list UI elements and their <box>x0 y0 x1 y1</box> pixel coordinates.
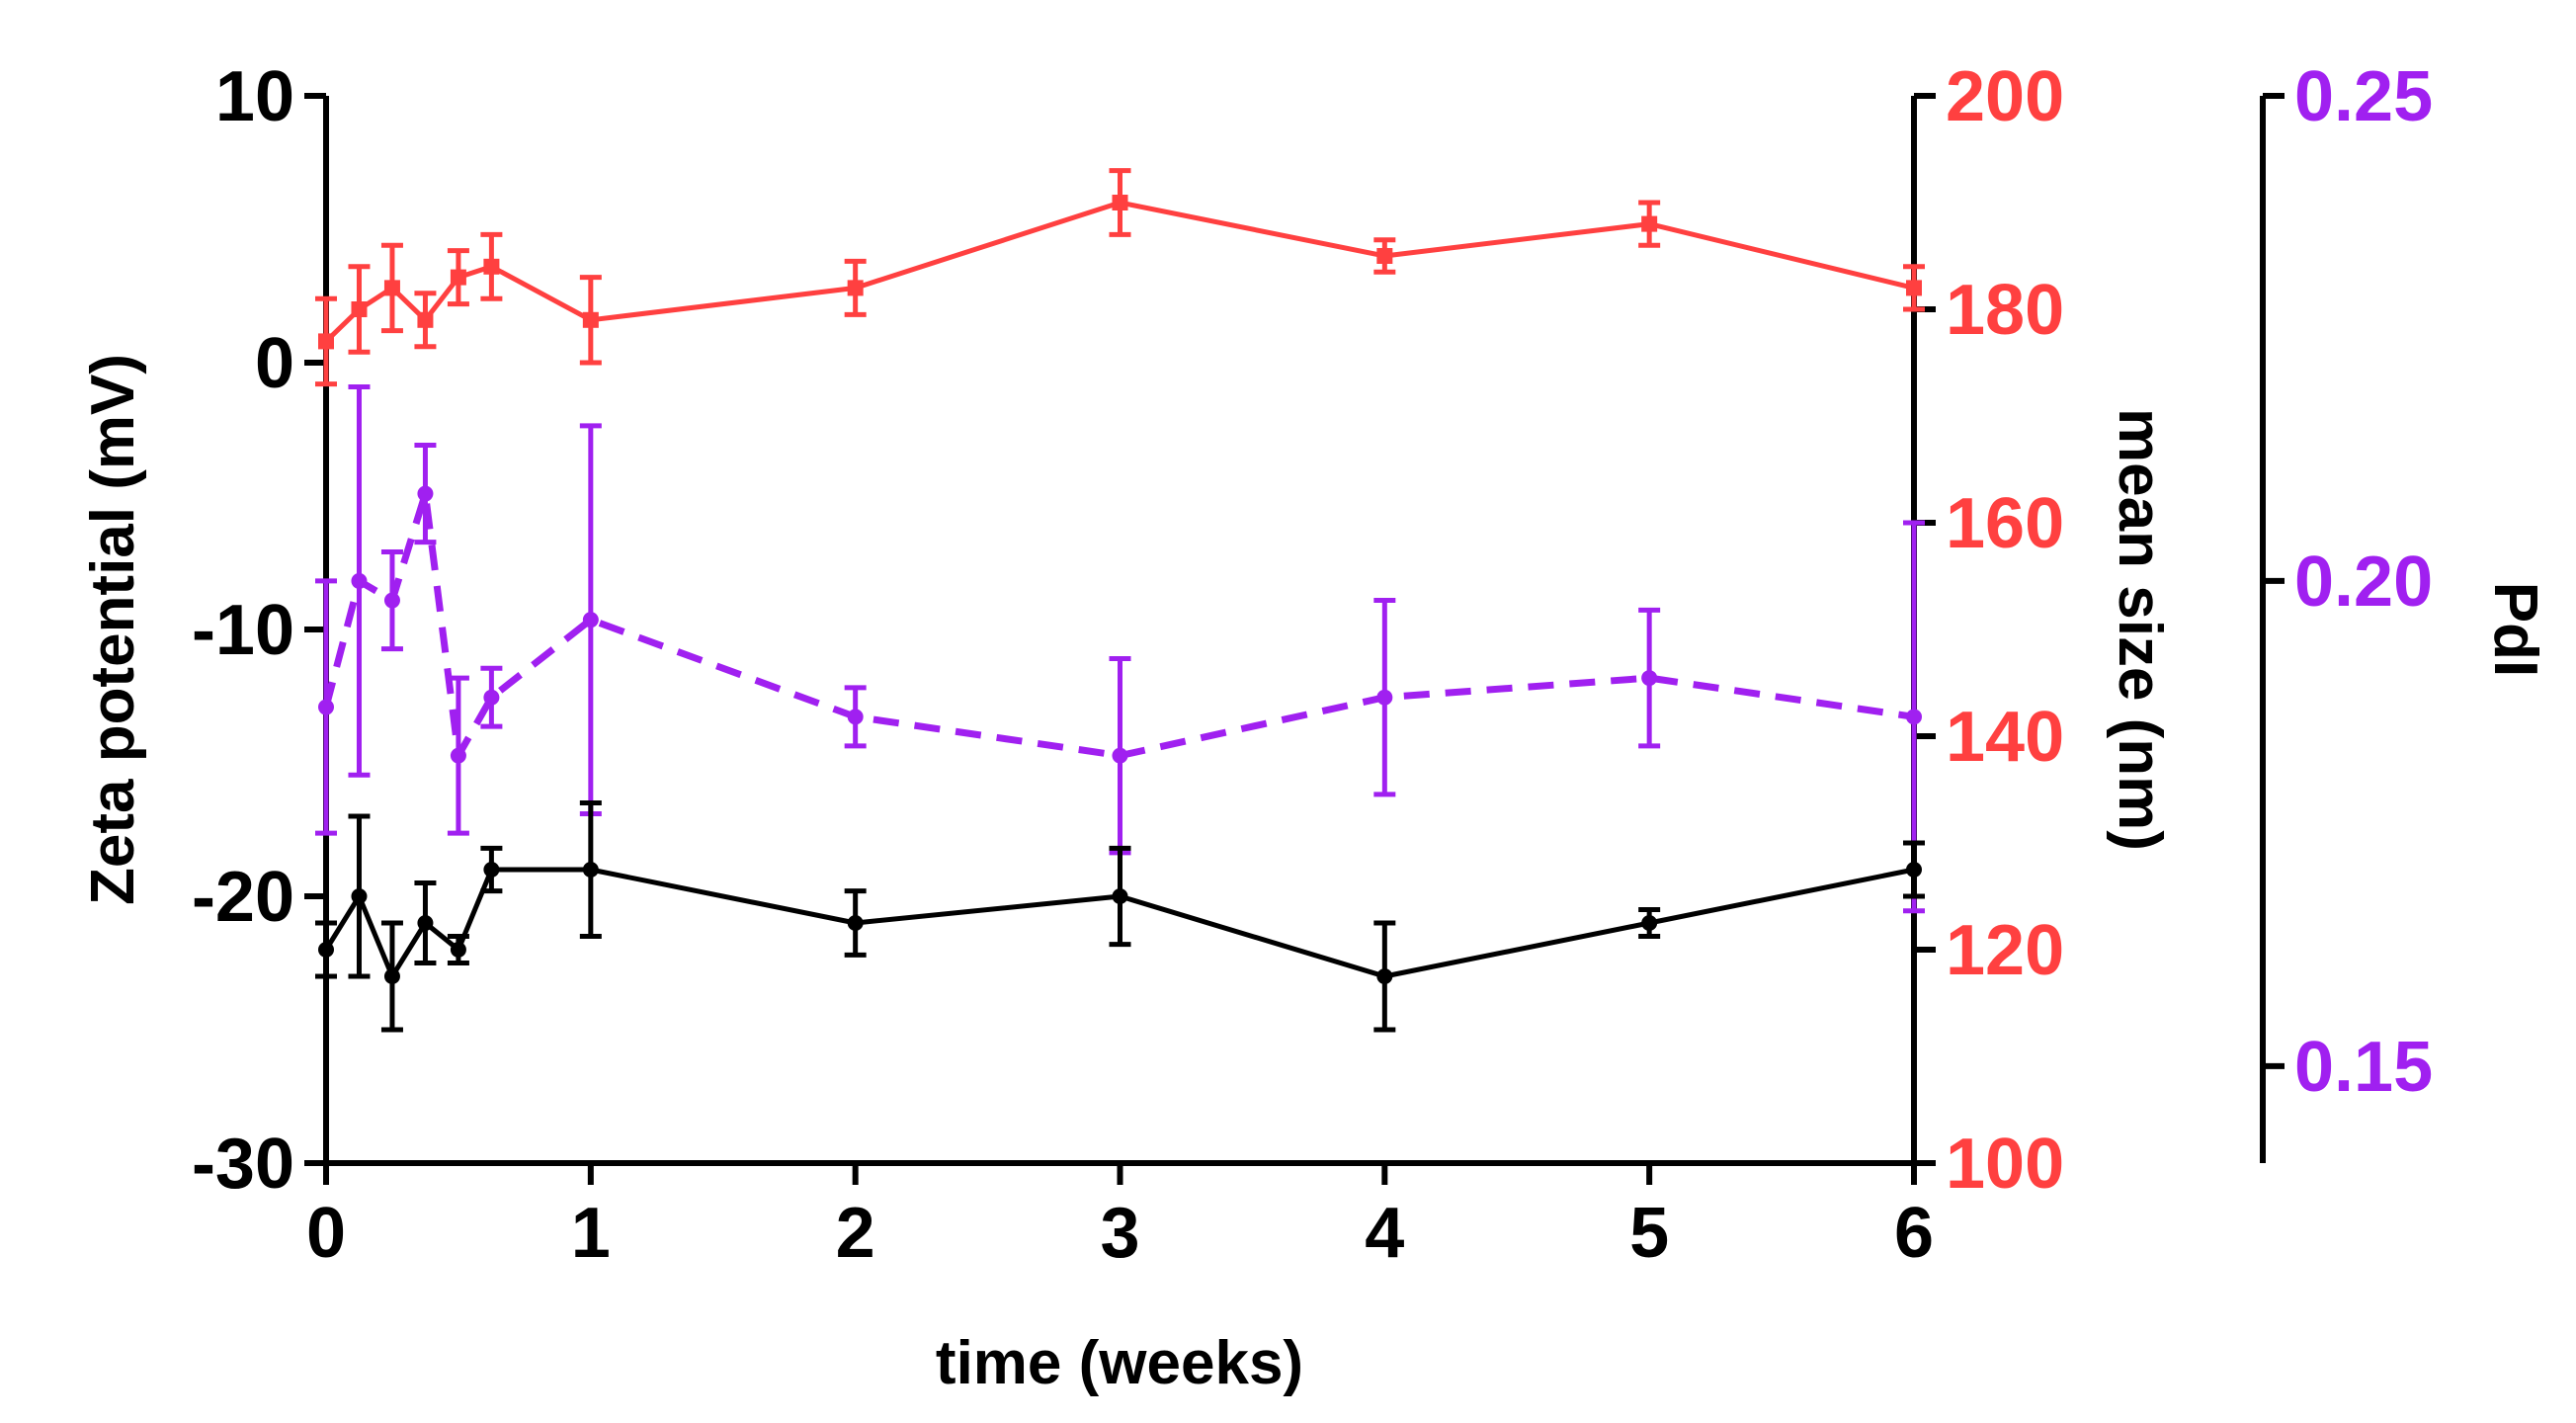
zeta-potential-point <box>450 942 466 958</box>
series-layer <box>315 168 1925 1033</box>
mean-size-point <box>1641 215 1658 232</box>
zeta-potential-point <box>1641 915 1658 931</box>
pdi-point <box>1906 709 1922 725</box>
ticks: 0 1 2 3 4 5 6100-10-20-302001801601401201000.2… <box>192 57 2433 1273</box>
series-mean-size <box>315 168 1925 387</box>
size-tick-label: 180 <box>1946 271 2064 350</box>
pdi-point <box>1376 689 1393 706</box>
zeta-tick-label: -10 <box>192 591 294 670</box>
mean-size-point <box>483 258 500 275</box>
zeta-potential-point <box>417 915 434 931</box>
mean-size-point <box>450 269 466 286</box>
zeta-tick-label: -20 <box>192 858 294 937</box>
zeta-axis-title: Zeta potential (mV) <box>79 354 147 905</box>
pdi-point <box>318 699 334 715</box>
zeta-potential-point <box>1376 968 1393 984</box>
mean-size-point <box>318 333 334 350</box>
pdi-point <box>1641 670 1658 687</box>
size-tick-label: 120 <box>1946 911 2064 990</box>
mean-size-point <box>383 280 400 296</box>
pdi-tick-label: 0.20 <box>2294 543 2433 622</box>
pdi-point <box>582 612 599 628</box>
x-tick-label: 0 <box>306 1194 346 1273</box>
series-pdi <box>315 384 1925 914</box>
zeta-potential-point <box>318 942 334 958</box>
pdi-point <box>417 485 434 502</box>
x-tick-label: 4 <box>1365 1194 1404 1273</box>
pdi-point <box>351 572 368 589</box>
pdi-tick-label: 0.15 <box>2294 1028 2433 1107</box>
pdi-point <box>450 747 466 764</box>
size-tick-label: 160 <box>1946 484 2064 563</box>
mean-size-point <box>417 311 434 328</box>
zeta-tick-label: -30 <box>192 1125 294 1204</box>
pdi-line <box>322 490 1915 760</box>
mean-size-point <box>1112 195 1128 210</box>
zeta-potential-point <box>383 968 400 984</box>
zeta-potential-point <box>582 862 599 878</box>
zeta-potential-point <box>1112 888 1128 904</box>
x-tick-label: 6 <box>1894 1194 1934 1273</box>
pdi-point <box>847 709 864 725</box>
size-tick-label: 100 <box>1946 1125 2064 1204</box>
x-tick-label: 1 <box>571 1194 611 1273</box>
x-tick-label: 3 <box>1100 1194 1139 1273</box>
mean-size-point <box>1376 248 1393 264</box>
zeta-potential-point <box>351 888 368 904</box>
size-axis-title: mean size (nm) <box>2106 408 2174 851</box>
x-axis-title: time (weeks) <box>936 1329 1303 1397</box>
x-tick-label: 2 <box>836 1194 875 1273</box>
pdi-point <box>1112 747 1128 764</box>
zeta-potential-point <box>847 915 864 931</box>
mean-size-point <box>351 301 368 317</box>
zeta-potential-point <box>483 862 500 878</box>
pdi-axis-title: PdI <box>2481 582 2549 677</box>
zeta-potential-line <box>323 867 1915 979</box>
zeta-potential-point <box>1906 862 1922 878</box>
zeta-tick-label: 10 <box>215 57 294 136</box>
x-tick-label: 5 <box>1629 1194 1669 1273</box>
mean-size-point <box>1906 280 1922 296</box>
mean-size-point <box>582 311 599 328</box>
pdi-point <box>383 592 400 609</box>
zeta-tick-label: 0 <box>255 324 294 403</box>
pdi-tick-label: 0.25 <box>2294 57 2433 136</box>
mean-size-point <box>847 280 864 296</box>
size-tick-label: 140 <box>1946 698 2064 777</box>
series-zeta-potential <box>315 800 1925 1033</box>
size-tick-label: 200 <box>1946 57 2064 136</box>
pdi-point <box>483 689 500 706</box>
